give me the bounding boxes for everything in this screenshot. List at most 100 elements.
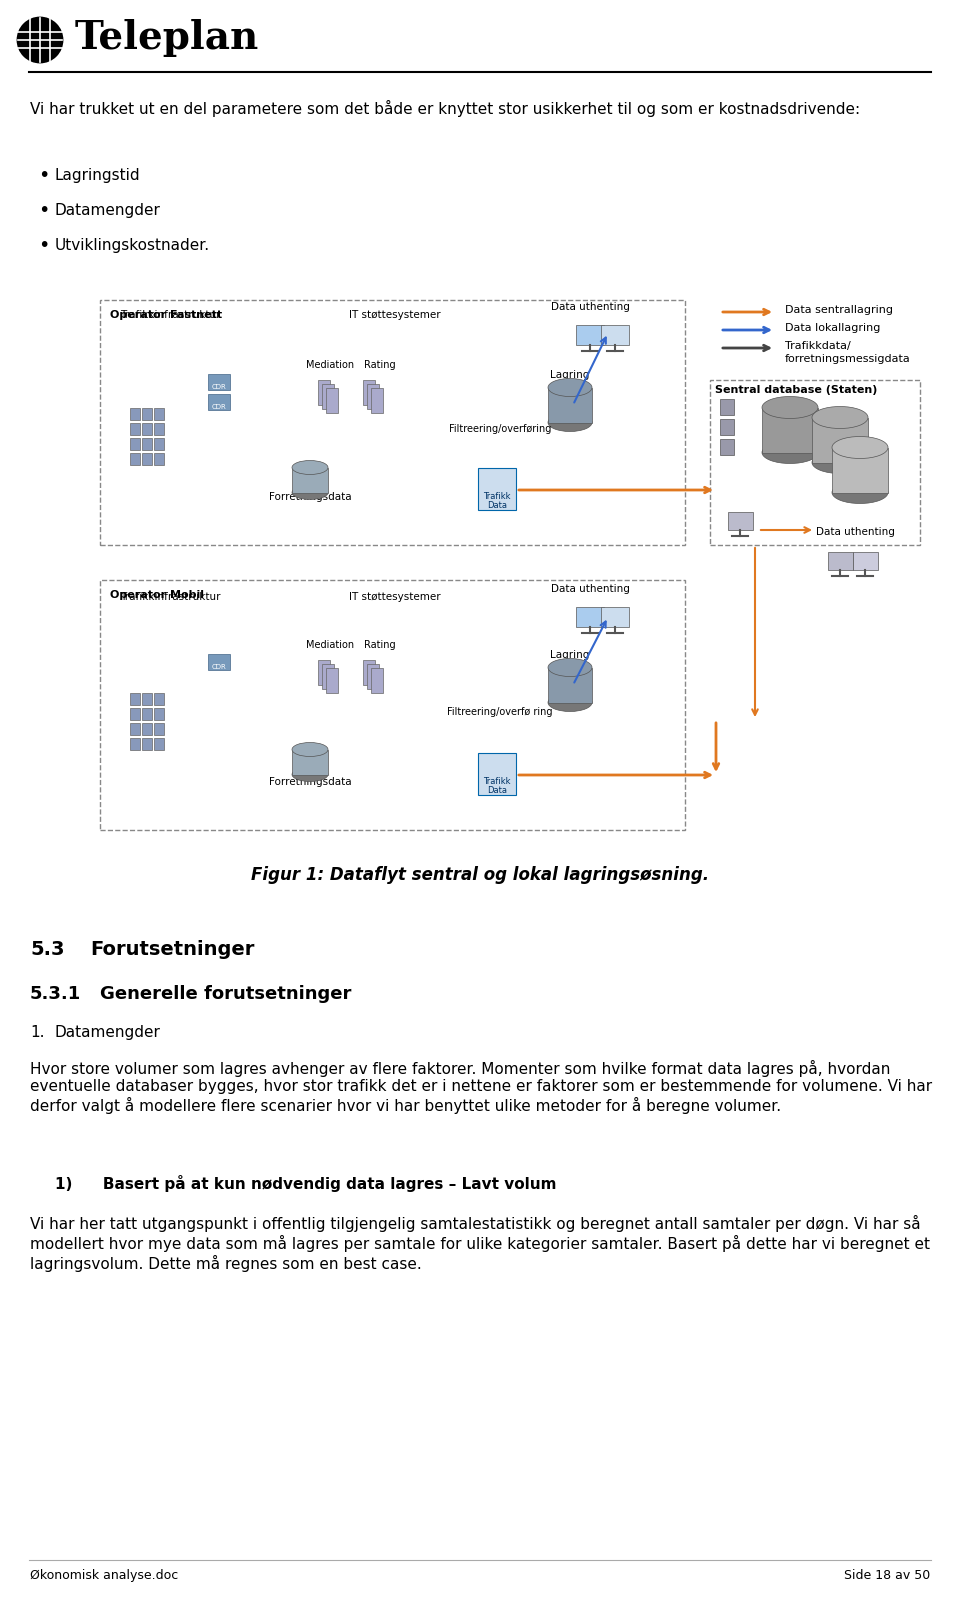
Text: Utviklingskostnader.: Utviklingskostnader. xyxy=(55,237,210,253)
Bar xyxy=(142,708,152,720)
Text: •: • xyxy=(38,165,49,184)
Text: 1.: 1. xyxy=(30,1025,44,1041)
Text: Filtreering/overføring: Filtreering/overføring xyxy=(449,424,551,434)
Bar xyxy=(720,419,734,435)
Ellipse shape xyxy=(492,431,521,447)
Ellipse shape xyxy=(292,461,328,474)
Ellipse shape xyxy=(173,391,218,415)
Text: Hvor store volumer som lagres avhenger av flere faktorer. Momenter som hvilke fo: Hvor store volumer som lagres avhenger a… xyxy=(30,1060,932,1114)
Bar xyxy=(720,399,734,415)
Text: Økonomisk analyse.doc: Økonomisk analyse.doc xyxy=(30,1569,179,1582)
Bar xyxy=(130,724,140,735)
Bar xyxy=(130,693,140,704)
Bar xyxy=(130,423,140,435)
Ellipse shape xyxy=(419,431,448,447)
Ellipse shape xyxy=(492,709,521,725)
Ellipse shape xyxy=(282,426,327,450)
Text: Mediation: Mediation xyxy=(306,640,354,650)
Text: IT støttesystemer: IT støttesystemer xyxy=(349,311,441,320)
Ellipse shape xyxy=(455,466,485,482)
Bar xyxy=(142,453,152,464)
Bar xyxy=(154,408,164,419)
Bar xyxy=(142,724,152,735)
Bar xyxy=(576,325,604,344)
Ellipse shape xyxy=(548,658,592,677)
Text: Trafikkinfrastruktur: Trafikkinfrastruktur xyxy=(120,311,220,320)
Ellipse shape xyxy=(173,711,218,735)
Ellipse shape xyxy=(282,676,327,700)
Bar xyxy=(548,668,592,703)
Text: Rating: Rating xyxy=(364,360,396,370)
Ellipse shape xyxy=(292,485,328,500)
Bar xyxy=(852,552,877,570)
Bar xyxy=(601,607,629,628)
Text: Sentral database (Staten): Sentral database (Staten) xyxy=(715,384,877,395)
Ellipse shape xyxy=(548,378,592,397)
Bar xyxy=(154,423,164,435)
Bar xyxy=(142,439,152,450)
Bar xyxy=(478,467,516,511)
Text: Data: Data xyxy=(487,501,507,511)
Text: Lagring: Lagring xyxy=(550,650,589,660)
Bar xyxy=(601,325,629,344)
Bar xyxy=(371,387,383,413)
Ellipse shape xyxy=(282,391,327,415)
Text: 1)  Basert på at kun nødvendig data lagres – Lavt volum: 1) Basert på at kun nødvendig data lagre… xyxy=(55,1175,557,1193)
Bar xyxy=(292,749,328,775)
Bar xyxy=(142,693,152,704)
Bar xyxy=(832,448,888,493)
Bar xyxy=(318,379,330,405)
Ellipse shape xyxy=(455,698,485,714)
Ellipse shape xyxy=(419,733,448,749)
Ellipse shape xyxy=(160,645,340,765)
Ellipse shape xyxy=(492,733,521,749)
Ellipse shape xyxy=(228,443,273,467)
Text: •: • xyxy=(38,200,49,219)
Text: Teleplan: Teleplan xyxy=(75,19,259,58)
Ellipse shape xyxy=(228,656,273,680)
Text: Vi har her tatt utgangspunkt i offentlig tilgjengelig samtalestatistikk og bereg: Vi har her tatt utgangspunkt i offentlig… xyxy=(30,1215,930,1271)
Text: •: • xyxy=(38,235,49,255)
Bar xyxy=(576,607,604,628)
Text: CDR: CDR xyxy=(211,384,227,391)
Bar xyxy=(130,439,140,450)
Text: Trafikk: Trafikk xyxy=(483,776,511,786)
Bar xyxy=(154,693,164,704)
Ellipse shape xyxy=(160,360,340,480)
Bar xyxy=(710,379,920,544)
Text: Datamengder: Datamengder xyxy=(55,1025,161,1041)
Text: Data sentrallagring: Data sentrallagring xyxy=(785,306,893,315)
Ellipse shape xyxy=(548,693,592,711)
Ellipse shape xyxy=(419,709,448,725)
Bar xyxy=(367,664,379,688)
Text: Forretningsdata: Forretningsdata xyxy=(269,492,351,503)
Text: Mediation: Mediation xyxy=(306,360,354,370)
Bar xyxy=(154,724,164,735)
Text: Forretningsdata: Forretningsdata xyxy=(269,776,351,788)
Ellipse shape xyxy=(812,407,868,429)
Bar xyxy=(371,668,383,693)
Ellipse shape xyxy=(228,371,273,395)
Ellipse shape xyxy=(173,426,218,450)
Ellipse shape xyxy=(292,767,328,781)
Text: Figur 1: Dataflyt sentral og lokal lagringsøsning.: Figur 1: Dataflyt sentral og lokal lagri… xyxy=(251,866,709,884)
Text: Generelle forutsetninger: Generelle forutsetninger xyxy=(100,985,351,1002)
Ellipse shape xyxy=(455,418,485,434)
Ellipse shape xyxy=(832,437,888,458)
Text: 5.3.1: 5.3.1 xyxy=(30,985,82,1002)
Bar xyxy=(326,668,338,693)
Bar xyxy=(720,439,734,455)
Bar xyxy=(130,453,140,464)
Ellipse shape xyxy=(548,413,592,432)
Ellipse shape xyxy=(282,711,327,735)
Bar xyxy=(130,708,140,720)
Text: Trafikkinfrastruktur: Trafikkinfrastruktur xyxy=(120,592,220,602)
Text: 5.3: 5.3 xyxy=(30,940,64,959)
Text: Data uthenting: Data uthenting xyxy=(816,527,895,536)
Text: CDR: CDR xyxy=(211,664,227,669)
Text: Vi har trukket ut en del parametere som det både er knyttet stor usikkerhet til : Vi har trukket ut en del parametere som … xyxy=(30,99,860,117)
Ellipse shape xyxy=(228,728,273,752)
Ellipse shape xyxy=(492,455,521,471)
Bar xyxy=(322,664,334,688)
Ellipse shape xyxy=(419,455,448,471)
